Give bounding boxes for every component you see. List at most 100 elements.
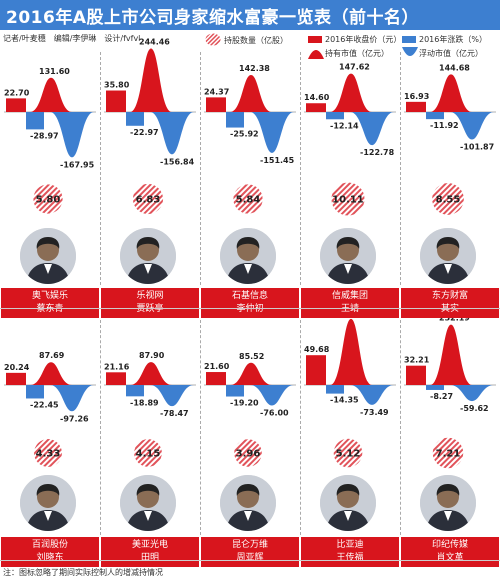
floating-value-label: -73.49 xyxy=(360,408,389,417)
name-tag: 昆仑万维 周亚辉 xyxy=(201,537,299,567)
floating-value-label: -122.78 xyxy=(360,148,395,157)
row-divider xyxy=(0,560,500,561)
avatar xyxy=(20,228,76,284)
company-name: 石基信息 xyxy=(231,291,268,301)
name-tag: 美亚光电 田明 xyxy=(101,537,199,567)
avatar xyxy=(320,475,376,531)
year-end-price-bar xyxy=(106,90,126,112)
holding-circle xyxy=(233,184,263,214)
change-label: -18.89 xyxy=(130,398,159,407)
floating-value-label: -101.87 xyxy=(460,143,494,152)
year-end-price-label: 21.16 xyxy=(104,362,130,371)
market-value-peak xyxy=(230,362,272,385)
market-value-label: 144.68 xyxy=(439,63,470,72)
legend-market-value-swatch xyxy=(308,50,324,59)
floating-value-trough xyxy=(450,112,494,140)
avatar xyxy=(120,228,176,284)
holding-label: 4.15 xyxy=(136,449,161,460)
holding-label: 6.83 xyxy=(136,195,161,206)
legend-change-label: 2016年涨跌（%） xyxy=(419,35,487,44)
change-bar xyxy=(326,385,344,394)
change-label: -25.92 xyxy=(230,130,259,139)
market-value-peak xyxy=(330,73,372,112)
market-value-label: 244.46 xyxy=(139,37,170,46)
floating-value-label: -167.95 xyxy=(60,160,95,169)
company-name: 奥飞娱乐 xyxy=(31,291,68,301)
year-end-price-label: 16.93 xyxy=(404,92,429,101)
credit-line: 记者/叶麦穗 编辑/李伊琳 设计/fvfvl xyxy=(3,34,141,43)
change-bar xyxy=(426,385,444,390)
legend-holding-swatch xyxy=(205,33,221,46)
floating-value-trough xyxy=(350,385,394,405)
year-end-price-label: 32.21 xyxy=(404,356,430,365)
holding-label: 8.55 xyxy=(436,195,461,206)
holding-label: 7.21 xyxy=(436,449,461,460)
name-tag: 乐视网 贾跃亭 xyxy=(101,288,199,318)
column-separator xyxy=(400,52,401,285)
holding-label: 3.96 xyxy=(236,449,261,460)
change-label: -22.97 xyxy=(130,128,159,137)
legend-price-label: 2016年收盘价（元） xyxy=(325,35,402,44)
avatar xyxy=(420,228,476,284)
name-tag: 印纪传媒 肖文革 xyxy=(401,537,499,567)
name-tag: 百润股份 刘晓东 xyxy=(1,537,99,567)
avatar xyxy=(320,228,376,284)
holding-label: 5.84 xyxy=(236,195,261,206)
avatar xyxy=(220,228,276,284)
name-tag: 比亚迪 王传福 xyxy=(301,537,399,567)
company-name: 比亚迪 xyxy=(336,540,364,550)
market-value-peak xyxy=(330,318,372,385)
year-end-price-label: 49.68 xyxy=(304,345,330,354)
market-value-label: 85.52 xyxy=(239,352,264,361)
person-name: 王靖 xyxy=(340,304,359,314)
person-name: 王传福 xyxy=(336,553,364,563)
market-value-peak xyxy=(430,74,472,112)
market-value-peak xyxy=(230,74,272,112)
title-bar: 2016年A股上市公司身家缩水富豪一览表（前十名） xyxy=(0,0,500,30)
floating-value-label: -151.45 xyxy=(260,156,295,165)
company-name: 乐视网 xyxy=(136,291,164,301)
year-end-price-label: 35.80 xyxy=(104,81,130,90)
column-separator xyxy=(300,52,301,285)
company-name: 昆仑万维 xyxy=(231,540,268,550)
legend-change-swatch xyxy=(402,36,416,43)
company-name: 印纪传媒 xyxy=(431,540,468,550)
column-separator xyxy=(200,52,201,285)
year-end-price-bar xyxy=(306,103,326,112)
market-value-peak xyxy=(430,324,472,385)
name-tag: 奥飞娱乐 蔡东青 xyxy=(1,288,99,318)
column-separator xyxy=(300,320,301,535)
market-value-peak xyxy=(30,77,72,112)
holding-circle xyxy=(34,439,62,467)
legend-market-value-label: 持有市值（亿元） xyxy=(325,49,389,58)
year-end-price-bar xyxy=(6,372,26,385)
change-bar xyxy=(26,112,44,130)
year-end-price-label: 22.70 xyxy=(4,88,30,97)
holding-circle xyxy=(331,182,365,216)
year-end-price-label: 24.37 xyxy=(204,87,229,96)
avatar xyxy=(120,475,176,531)
avatar xyxy=(220,475,276,531)
market-value-label: 87.69 xyxy=(39,351,65,360)
person-name: 贾跃亭 xyxy=(136,304,164,314)
row-divider xyxy=(0,308,500,309)
company-name: 信威集团 xyxy=(331,291,368,301)
holding-circle xyxy=(432,183,464,215)
market-value-peak xyxy=(30,362,72,385)
year-end-price-label: 14.60 xyxy=(304,93,330,102)
person-name: 周亚辉 xyxy=(236,553,264,563)
holding-label: 5.80 xyxy=(36,195,61,206)
change-bar xyxy=(126,112,144,126)
person-name: 李仲初 xyxy=(236,304,264,314)
person-name: 田明 xyxy=(140,553,159,563)
person-name: 蔡东青 xyxy=(36,304,64,314)
market-value-peak xyxy=(130,48,172,112)
column-separator xyxy=(400,320,401,535)
floating-value-trough xyxy=(350,112,394,146)
name-tag: 东方财富 其实 xyxy=(401,288,499,318)
holding-circle xyxy=(432,437,464,469)
floating-value-label: -76.00 xyxy=(260,409,289,418)
holding-circle xyxy=(333,438,363,468)
company-name: 百润股份 xyxy=(31,540,68,550)
